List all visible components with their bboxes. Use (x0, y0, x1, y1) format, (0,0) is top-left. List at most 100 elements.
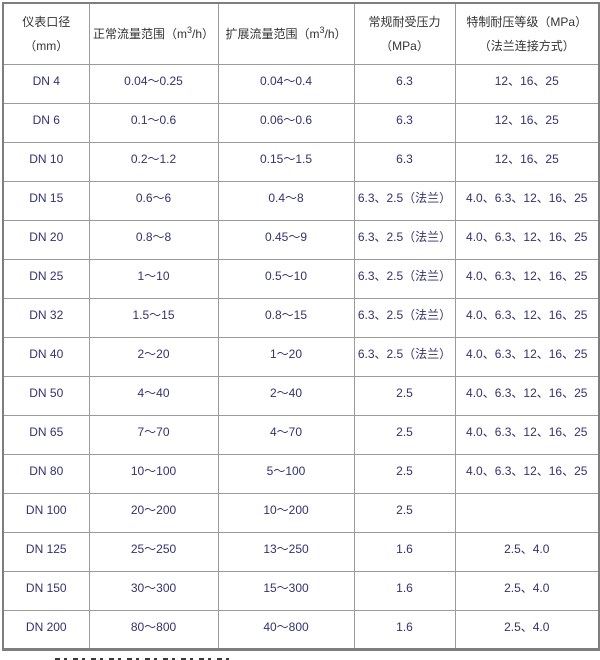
superscript: 3 (186, 24, 192, 35)
table-cell: 6.3、2.5（法兰） (353, 336, 456, 377)
column-header-3: 扩展流量范围（m3/h） (217, 2, 355, 65)
table-cell: 1.6 (353, 570, 456, 611)
table-cell: 4.0、6.3、12、16、25 (454, 180, 600, 221)
table-cell: 2.5 (353, 414, 456, 455)
diameter-cell: DN 6 (2, 102, 90, 143)
table-cell: 10～200 (217, 492, 355, 533)
diameter-cell: DN 100 (2, 492, 90, 533)
table-cell: 2～20 (88, 336, 219, 377)
table-cell: 4.0、6.3、12、16、25 (454, 336, 600, 377)
table-row: DN 4 0.04～0.25 0.04～0.4 6.3 12、16、25 (2, 63, 600, 104)
table-cell: 4～40 (88, 375, 219, 416)
diameter-cell: DN 200 (2, 609, 90, 650)
table-cell: 0.5～10 (217, 258, 355, 299)
table-row: DN 10 0.2～1.2 0.15～1.5 6.3 12、16、25 (2, 141, 600, 182)
table-cell: 20～200 (88, 492, 219, 533)
table-cell: 4.0、6.3、12、16、25 (454, 219, 600, 260)
table-body: DN 4 0.04～0.25 0.04～0.4 6.3 12、16、25 DN 6 0.1～… (2, 63, 600, 650)
table-cell: 5～100 (217, 453, 355, 494)
column-header-1: 仪表口径（mm） (2, 2, 90, 65)
table-cell: 30～300 (88, 570, 219, 611)
diameter-cell: DN 65 (2, 414, 90, 455)
table-cell: 2.5 (353, 453, 456, 494)
table-cell: 25～250 (88, 531, 219, 572)
table-cell: 4.0、6.3、12、16、25 (454, 297, 600, 338)
table-cell: 10～100 (88, 453, 219, 494)
diameter-cell: DN 50 (2, 375, 90, 416)
table-cell: 12、16、25 (454, 141, 600, 182)
diameter-cell: DN 25 (2, 258, 90, 299)
table-row: DN 20 0.8～8 0.45～9 6.3、2.5（法兰） 4.0、6.3、12、16… (2, 219, 600, 260)
table-cell: 80～800 (88, 609, 219, 650)
table-row: DN 32 1.5～15 0.8～15 6.3、2.5（法兰） 4.0、6.3、12、1… (2, 297, 600, 338)
table-row: DN 80 10～100 5～100 2.5 4.0、6.3、12、16、25 (2, 453, 600, 494)
table-cell: 2.5、4.0 (454, 570, 600, 611)
table-row: DN 100 20～200 10～200 2.5 (2, 492, 600, 533)
table-cell: 4.0、6.3、12、16、25 (454, 414, 600, 455)
table-cell: 0.2～1.2 (88, 141, 219, 182)
table-cell: 1.6 (353, 531, 456, 572)
diameter-cell: DN 40 (2, 336, 90, 377)
table-cell: 1.5～15 (88, 297, 219, 338)
diameter-cell: DN 20 (2, 219, 90, 260)
table-cell: 4～70 (217, 414, 355, 455)
table-cell: 40～800 (217, 609, 355, 650)
table-cell: 13～250 (217, 531, 355, 572)
table-cell: 4.0、6.3、12、16、25 (454, 258, 600, 299)
table-cell: 0.1～0.6 (88, 102, 219, 143)
clipped-text-row (55, 658, 233, 660)
table-cell: 0.06～0.6 (217, 102, 355, 143)
table-cell: 6.3、2.5（法兰） (353, 258, 456, 299)
table-cell: 2.5、4.0 (454, 609, 600, 650)
table-cell: 1～10 (88, 258, 219, 299)
header-row: 仪表口径（mm） 正常流量范围（m3/h） 扩展流量范围（m3/h） 常规耐受压力（M… (2, 2, 600, 65)
table-row: DN 15 0.6～6 0.4～8 6.3、2.5（法兰） 4.0、6.3、12、16、… (2, 180, 600, 221)
table-cell: 0.8～8 (88, 219, 219, 260)
column-header-5: 特制耐压等级（MPa）（法兰连接方式） (454, 2, 600, 65)
table-cell: 6.3 (353, 63, 456, 104)
table-cell: 2.5、4.0 (454, 531, 600, 572)
diameter-cell: DN 80 (2, 453, 90, 494)
table-cell: 6.3、2.5（法兰） (353, 219, 456, 260)
table-row: DN 25 1～10 0.5～10 6.3、2.5（法兰） 4.0、6.3、12、16、… (2, 258, 600, 299)
column-header-4: 常规耐受压力（MPa） (353, 2, 456, 65)
table-row: DN 6 0.1～0.6 0.06～0.6 6.3 12、16、25 (2, 102, 600, 143)
table-row: DN 40 2～20 1～20 6.3、2.5（法兰） 4.0、6.3、12、16、25 (2, 336, 600, 377)
table-cell: 7～70 (88, 414, 219, 455)
table-cell: 0.6～6 (88, 180, 219, 221)
table-cell: 6.3、2.5（法兰） (353, 180, 456, 221)
superscript: 3 (319, 24, 325, 35)
table-cell: 0.04～0.4 (217, 63, 355, 104)
table-cell: 6.3 (353, 141, 456, 182)
diameter-cell: DN 125 (2, 531, 90, 572)
table-row: DN 65 7～70 4～70 2.5 4.0、6.3、12、16、25 (2, 414, 600, 455)
diameter-cell: DN 4 (2, 63, 90, 104)
table-cell (454, 492, 600, 533)
table-row: DN 150 30～300 15～300 1.6 2.5、4.0 (2, 570, 600, 611)
table-cell: 4.0、6.3、12、16、25 (454, 453, 600, 494)
table-cell: 4.0、6.3、12、16、25 (454, 375, 600, 416)
table-cell: 6.3 (353, 102, 456, 143)
column-header-2: 正常流量范围（m3/h） (88, 2, 219, 65)
diameter-cell: DN 10 (2, 141, 90, 182)
table-cell: 0.8～15 (217, 297, 355, 338)
table-cell: 0.4～8 (217, 180, 355, 221)
table-row: DN 50 4～40 2～40 2.5 4.0、6.3、12、16、25 (2, 375, 600, 416)
table-cell: 1～20 (217, 336, 355, 377)
diameter-cell: DN 15 (2, 180, 90, 221)
table-cell: 0.04～0.25 (88, 63, 219, 104)
diameter-cell: DN 32 (2, 297, 90, 338)
table-row: DN 200 80～800 40～800 1.6 2.5、4.0 (2, 609, 600, 650)
table-cell: 1.6 (353, 609, 456, 650)
table-cell: 6.3、2.5（法兰） (353, 297, 456, 338)
table-cell: 2.5 (353, 492, 456, 533)
table-cell: 0.45～9 (217, 219, 355, 260)
table-row: DN 125 25～250 13～250 1.6 2.5、4.0 (2, 531, 600, 572)
table-cell: 15～300 (217, 570, 355, 611)
table-cell: 12、16、25 (454, 63, 600, 104)
table-cell: 2.5 (353, 375, 456, 416)
table-cell: 12、16、25 (454, 102, 600, 143)
diameter-cell: DN 150 (2, 570, 90, 611)
